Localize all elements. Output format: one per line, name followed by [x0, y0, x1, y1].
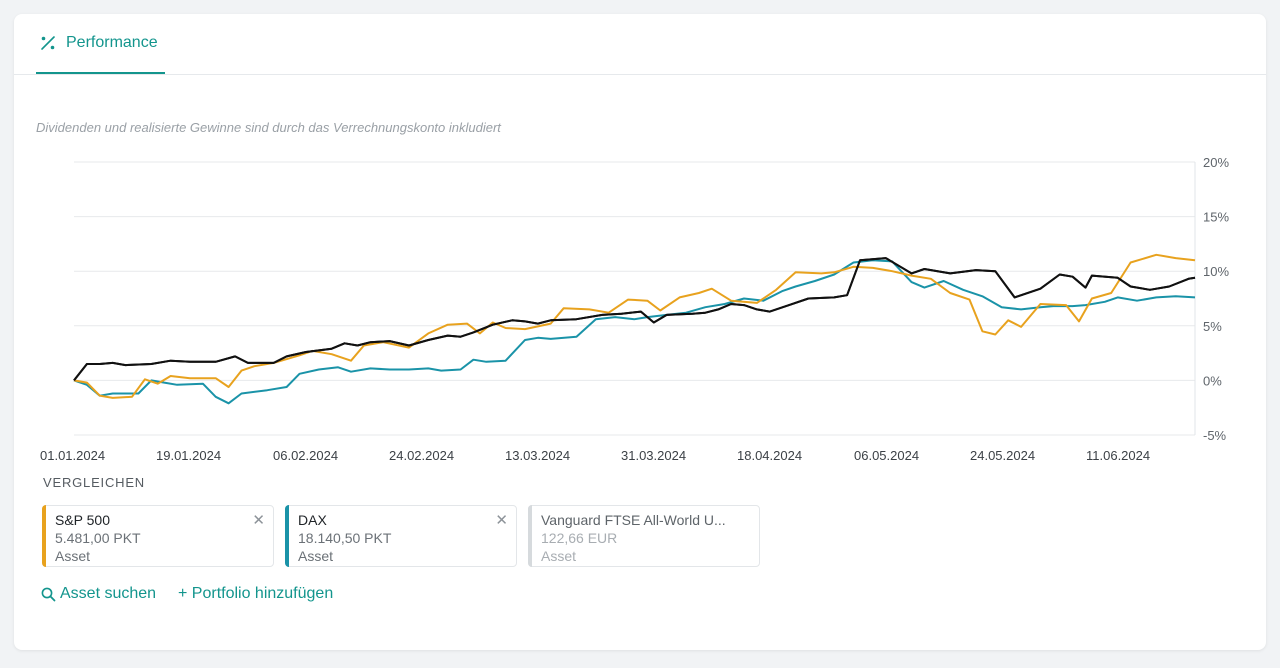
- compare-card-dax[interactable]: DAX 18.140,50 PKT Asset ✕: [285, 505, 517, 567]
- tab-performance[interactable]: Performance: [36, 14, 165, 74]
- compare-card-type: Asset: [298, 548, 334, 564]
- tab-performance-label: Performance: [66, 34, 158, 51]
- x-tick-label: 19.01.2024: [156, 448, 221, 463]
- close-icon[interactable]: ✕: [252, 512, 265, 529]
- x-tick-label: 31.03.2024: [621, 448, 686, 463]
- y-tick-label: 5%: [1203, 319, 1222, 334]
- compare-card-name: DAX: [298, 512, 327, 528]
- performance-card: Performance Dividenden und realisierte G…: [14, 14, 1266, 650]
- compare-card-type: Asset: [55, 548, 91, 564]
- portfolio-line: [73, 257, 1196, 382]
- x-tick-label: 06.02.2024: [273, 448, 338, 463]
- compare-card-type: Asset: [541, 548, 577, 564]
- add-portfolio-button[interactable]: + Portfolio hinzufügen: [178, 585, 333, 603]
- compare-title: VERGLEICHEN: [43, 475, 145, 490]
- asset-search-label: Asset suchen: [60, 585, 157, 602]
- y-tick-label: -5%: [1203, 428, 1227, 443]
- x-tick-label: 18.04.2024: [737, 448, 802, 463]
- compare-card-sp500[interactable]: S&P 500 5.481,00 PKT Asset ✕: [42, 505, 274, 567]
- x-tick-label: 24.05.2024: [970, 448, 1035, 463]
- series-color-bar: [528, 505, 532, 567]
- x-tick-label: 11.06.2024: [1086, 448, 1150, 463]
- compare-card-value: 18.140,50 PKT: [298, 530, 392, 546]
- performance-chart: 20% 15% 10% 5% 0% -5% 01.01.2024 19.01.2024 06.0…: [40, 155, 1229, 463]
- compare-card-vanguard[interactable]: Vanguard FTSE All-World U... 122,66 EUR …: [528, 505, 760, 567]
- percent-icon: [41, 36, 55, 50]
- compare-card-name: Vanguard FTSE All-World U...: [541, 512, 726, 528]
- add-portfolio-label: + Portfolio hinzufügen: [178, 585, 334, 602]
- compare-card-name: S&P 500: [55, 512, 111, 528]
- x-tick-label: 13.03.2024: [505, 448, 570, 463]
- series-color-bar: [285, 505, 289, 567]
- chart-note: Dividenden und realisierte Gewinne sind …: [36, 120, 501, 135]
- x-tick-label: 01.01.2024: [40, 448, 105, 463]
- compare-card-value: 5.481,00 PKT: [55, 530, 141, 546]
- compare-card-value: 122,66 EUR: [541, 530, 618, 546]
- series-line: [73, 253, 1196, 399]
- series-color-bar: [42, 505, 46, 567]
- y-tick-label: 20%: [1203, 155, 1229, 170]
- tab-bar: Performance: [14, 14, 1266, 75]
- x-tick-label: 24.02.2024: [389, 448, 454, 463]
- x-tick-label: 06.05.2024: [854, 448, 919, 463]
- close-icon[interactable]: ✕: [495, 512, 508, 529]
- y-tick-label: 0%: [1203, 373, 1222, 388]
- asset-search-button[interactable]: Asset suchen: [41, 585, 156, 603]
- search-icon: [41, 587, 56, 601]
- y-tick-label: 15%: [1203, 210, 1229, 225]
- y-tick-label: 10%: [1203, 264, 1229, 279]
- series-line: [73, 259, 1196, 405]
